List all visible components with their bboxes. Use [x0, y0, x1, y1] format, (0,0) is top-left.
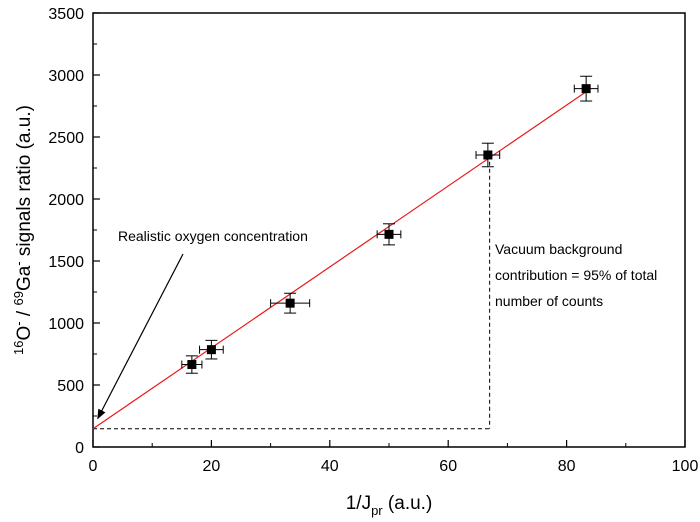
annotation-vacuum-line-2: contribution = 95% of total — [495, 267, 657, 283]
data-point — [376, 223, 402, 246]
y-tick-label: 0 — [75, 440, 84, 457]
x-axis-title: 1/Jpr (a.u.) — [346, 493, 433, 518]
fit-line — [92, 91, 587, 430]
x-tick-label: 100 — [672, 458, 699, 475]
x-tick-label: 0 — [89, 458, 98, 475]
x-tick-label: 60 — [439, 458, 457, 475]
data-marker — [187, 360, 197, 370]
data-marker — [384, 229, 394, 239]
y-tick-label: 2500 — [48, 130, 84, 147]
annotation-vacuum-line-1: Vacuum background — [495, 241, 622, 257]
y-axis-ticks: 0 500 1000 1500 2000 2500 3000 3500 — [48, 6, 100, 457]
data-points — [181, 75, 599, 374]
x-axis-ticks: 0 20 40 60 80 100 — [89, 440, 699, 475]
annotation-vacuum-line-3: number of counts — [495, 293, 603, 309]
y-tick-label: 3500 — [48, 6, 84, 23]
annotation-arrow — [97, 253, 184, 420]
data-point — [573, 75, 599, 102]
data-point — [181, 355, 203, 374]
data-point — [270, 292, 311, 314]
y-tick-label: 2000 — [48, 192, 84, 209]
annotation-realistic-oxygen: Realistic oxygen concentration — [118, 228, 308, 244]
y-tick-label: 1500 — [48, 254, 84, 271]
data-point — [199, 339, 224, 360]
guide-lines — [93, 161, 491, 430]
x-tick-label: 40 — [321, 458, 339, 475]
y-tick-label: 1000 — [48, 316, 84, 333]
y-tick-label: 500 — [57, 378, 84, 395]
x-tick-label: 20 — [203, 458, 221, 475]
data-marker — [483, 150, 493, 160]
y-tick-label: 3000 — [48, 68, 84, 85]
x-tick-label: 80 — [558, 458, 576, 475]
data-point — [475, 142, 501, 168]
data-marker — [285, 298, 295, 308]
data-marker — [581, 84, 591, 94]
y-axis-title: 16O- / 69Ga- signals ratio (a.u.) — [11, 105, 35, 355]
data-marker — [206, 345, 216, 355]
